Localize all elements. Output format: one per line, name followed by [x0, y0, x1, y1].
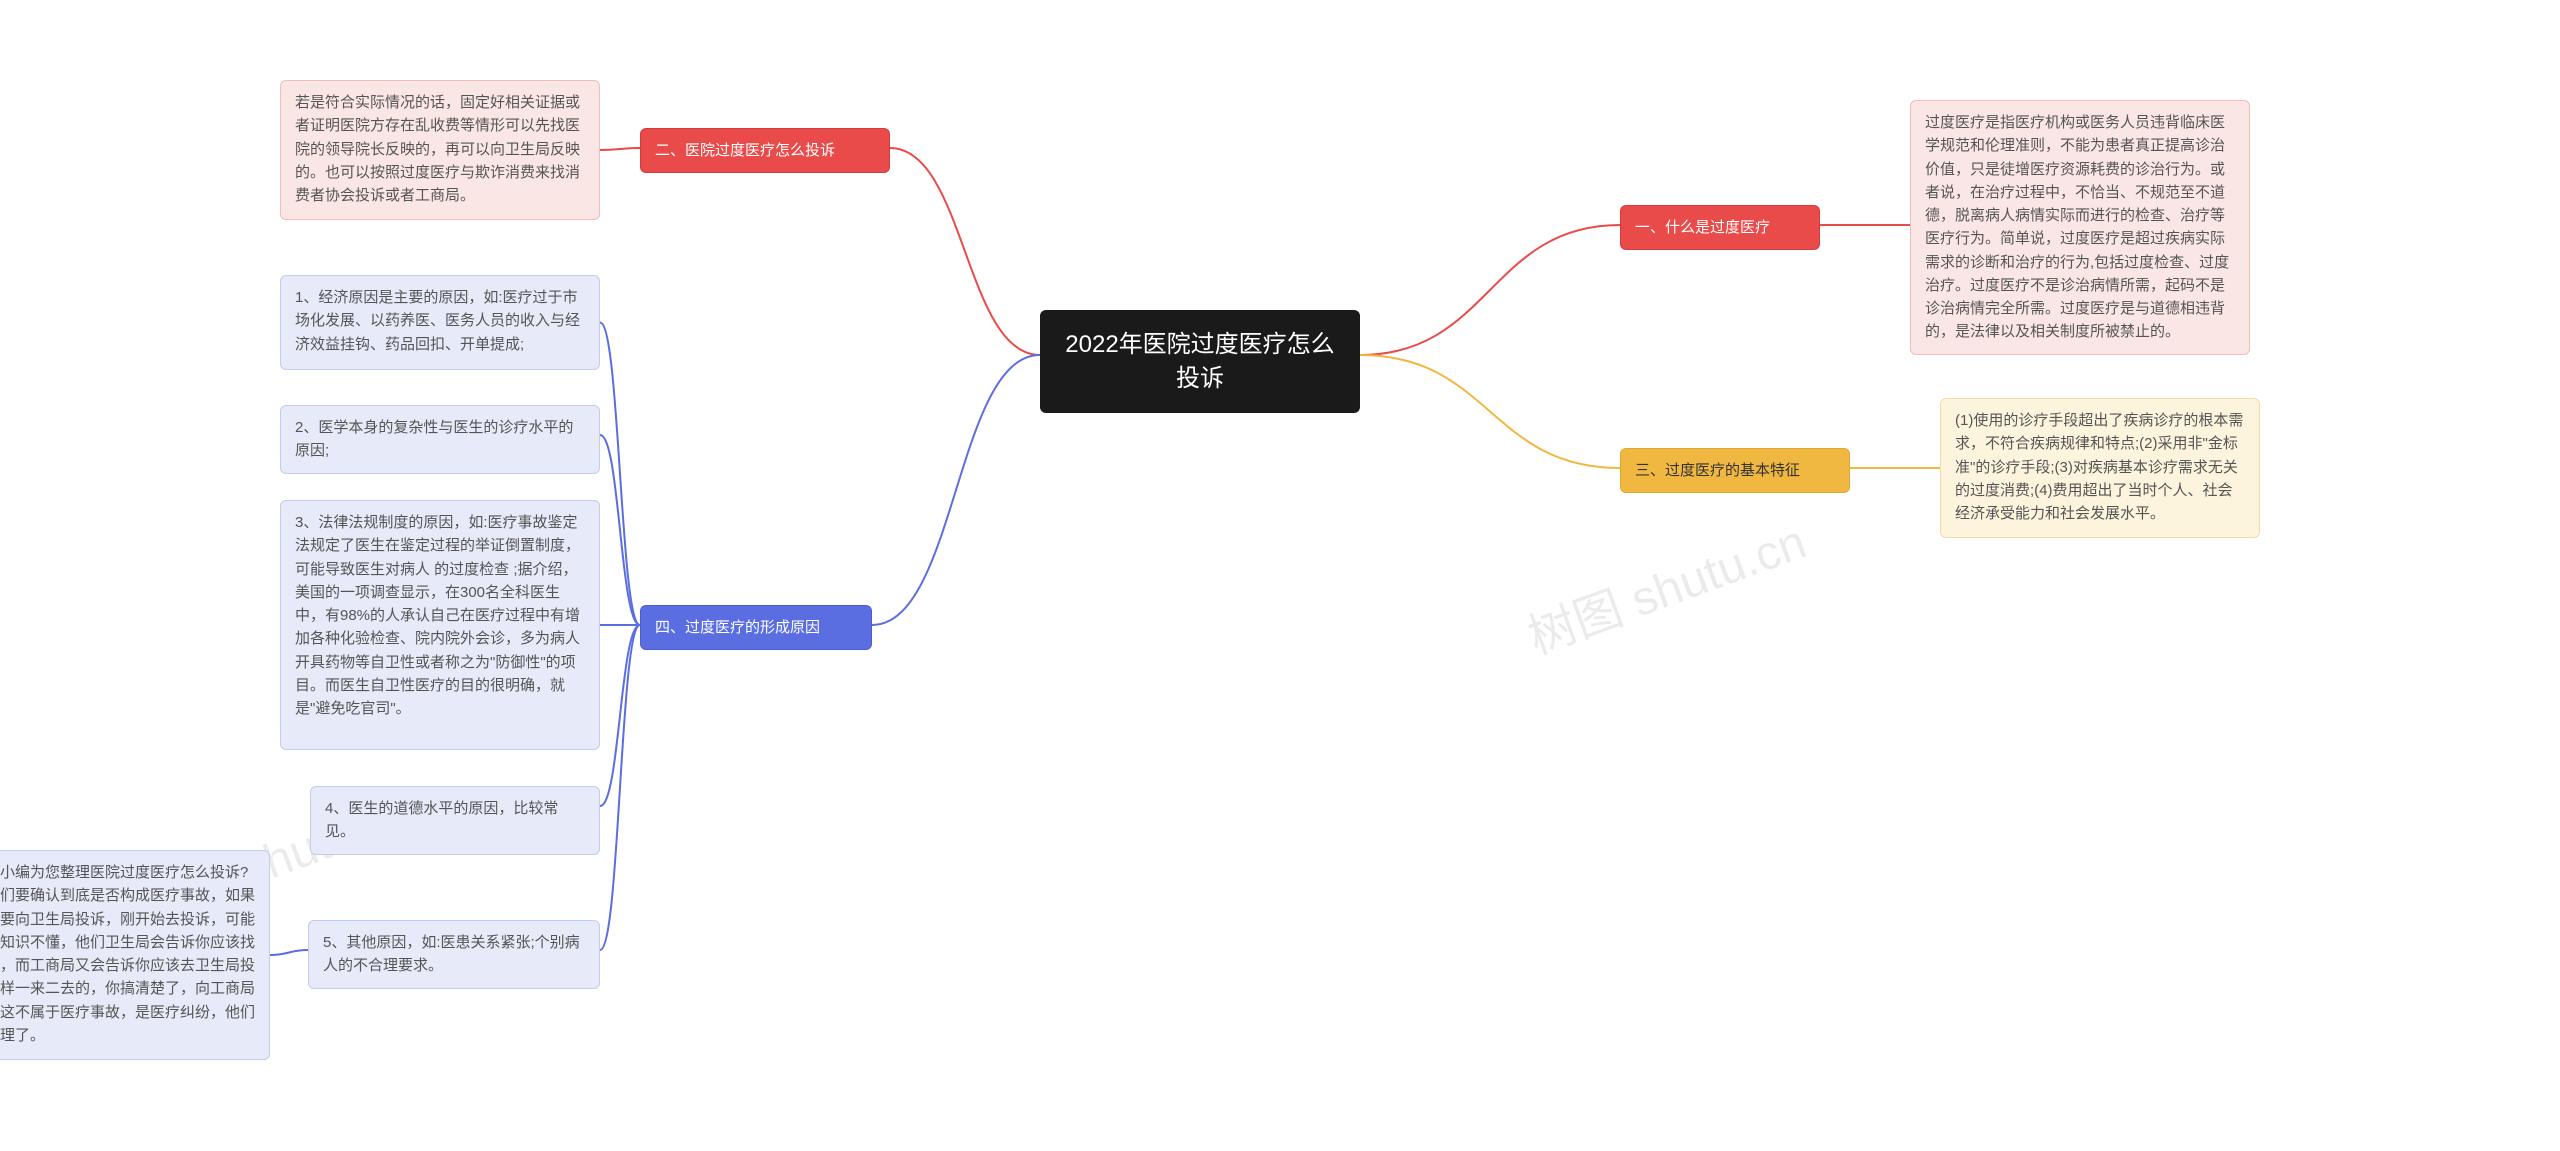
watermark-2: 树图 shutu.cn — [1517, 502, 1814, 667]
branch-b2: 二、医院过度医疗怎么投诉 — [640, 128, 890, 173]
leaf-b4-4-sub: 以上是小编为您整理医院过度医疗怎么投诉?首先我们要确认到底是否构成医疗事故，如果… — [0, 850, 270, 1060]
leaf-b1-0: 过度医疗是指医疗机构或医务人员违背临床医学规范和伦理准则，不能为患者真正提高诊治… — [1910, 100, 2250, 355]
branch-b4: 四、过度医疗的形成原因 — [640, 605, 872, 650]
leaf-b4-4: 5、其他原因，如:医患关系紧张;个别病人的不合理要求。 — [308, 920, 600, 989]
leaf-b2-0: 若是符合实际情况的话，固定好相关证据或者证明医院方存在乱收费等情形可以先找医院的… — [280, 80, 600, 220]
leaf-b4-1: 2、医学本身的复杂性与医生的诊疗水平的原因; — [280, 405, 600, 474]
branch-b1: 一、什么是过度医疗 — [1620, 205, 1820, 250]
leaf-b4-2: 3、法律法规制度的原因，如:医疗事故鉴定法规定了医生在鉴定过程的举证倒置制度，可… — [280, 500, 600, 750]
leaf-b4-3: 4、医生的道德水平的原因，比较常见。 — [310, 786, 600, 855]
root-node: 2022年医院过度医疗怎么投诉 — [1040, 310, 1360, 413]
leaf-b4-0: 1、经济原因是主要的原因，如:医疗过于市场化发展、以药养医、医务人员的收入与经济… — [280, 275, 600, 370]
leaf-b3-0: (1)使用的诊疗手段超出了疾病诊疗的根本需求，不符合疾病规律和特点;(2)采用非… — [1940, 398, 2260, 538]
branch-b3: 三、过度医疗的基本特征 — [1620, 448, 1850, 493]
